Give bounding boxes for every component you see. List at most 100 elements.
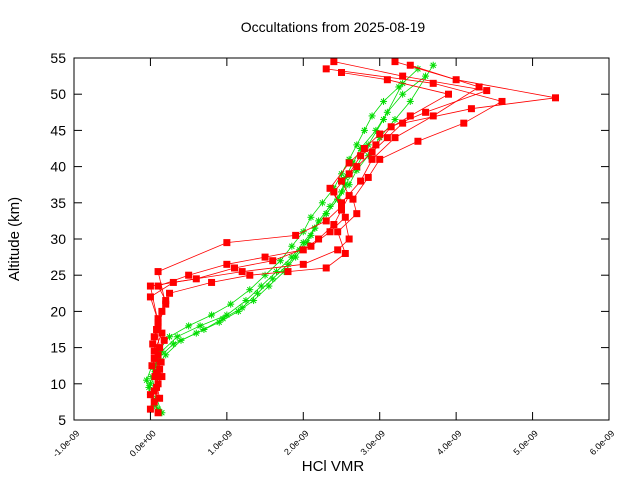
data-point [299, 239, 307, 247]
data-point [154, 268, 162, 276]
data-point [334, 228, 342, 236]
data-point [154, 322, 162, 330]
data-point [307, 213, 315, 221]
data-point [148, 362, 156, 370]
data-point [162, 297, 170, 305]
data-point [154, 315, 162, 323]
y-tick-label: 50 [50, 86, 66, 102]
data-point [238, 304, 246, 312]
data-point [318, 199, 326, 207]
data-point [146, 380, 154, 388]
data-point [257, 282, 265, 290]
data-point [330, 58, 338, 66]
data-point [265, 282, 273, 290]
data-point [315, 235, 323, 243]
data-point [467, 105, 475, 113]
y-tick-label: 20 [50, 303, 66, 319]
series-1 [146, 58, 559, 417]
data-point [166, 333, 174, 341]
data-point [162, 351, 170, 359]
data-point [299, 260, 307, 268]
data-point [311, 224, 319, 232]
data-point [391, 58, 399, 66]
y-axis-label: Altitude (km) [6, 197, 23, 281]
data-point [215, 318, 223, 326]
y-tick-label: 15 [50, 340, 66, 356]
data-point [345, 192, 353, 200]
data-point [246, 286, 254, 294]
data-point [231, 264, 238, 272]
chart-title: Occultations from 2025-08-19 [241, 19, 426, 35]
data-point [223, 260, 231, 268]
data-point [429, 79, 437, 87]
data-point [269, 257, 277, 265]
data-point [460, 119, 468, 127]
data-point [345, 235, 353, 243]
y-tick-label: 35 [50, 195, 66, 211]
data-point [146, 391, 154, 399]
data-point [150, 333, 158, 341]
data-point [406, 61, 414, 69]
data-point [376, 130, 384, 138]
data-point [284, 268, 292, 276]
data-point [162, 300, 170, 308]
data-point [158, 329, 166, 337]
data-point [158, 307, 166, 315]
y-tick-label: 30 [50, 231, 66, 247]
data-point [150, 387, 158, 395]
data-point [269, 275, 277, 283]
data-point [154, 409, 162, 417]
data-point [368, 148, 376, 156]
data-point [158, 373, 166, 381]
data-point [429, 112, 437, 120]
data-point [153, 383, 161, 391]
data-point [146, 282, 154, 290]
data-point [146, 293, 154, 301]
y-tick-label: 45 [50, 122, 66, 138]
x-tick-label: 2.0e-09 [282, 428, 311, 457]
data-point [399, 119, 407, 127]
data-point [322, 210, 330, 218]
data-point [208, 311, 216, 319]
x-tick-label: 1.0e-09 [206, 428, 235, 457]
data-point [150, 398, 158, 406]
data-point [345, 159, 353, 167]
data-point [341, 249, 349, 257]
data-point [368, 112, 376, 120]
x-tick-label: -1.0e-09 [51, 428, 82, 459]
data-point [322, 65, 330, 73]
data-point [445, 90, 452, 98]
data-point [160, 336, 168, 344]
series-line [151, 64, 434, 413]
data-point [380, 116, 388, 124]
data-point [150, 354, 158, 362]
data-point [149, 340, 157, 348]
data-point [153, 326, 161, 333]
y-tick-label: 25 [50, 267, 66, 283]
data-point [234, 307, 242, 315]
data-point [173, 333, 181, 341]
data-point [157, 358, 165, 366]
data-point [146, 405, 154, 413]
data-point [483, 87, 491, 95]
data-point [391, 134, 399, 142]
data-point [360, 126, 368, 134]
data-point [151, 373, 159, 381]
data-point [154, 380, 162, 388]
x-tick-label: 5.0e-09 [511, 428, 540, 457]
y-tick-label: 5 [58, 412, 66, 428]
data-point [253, 289, 261, 297]
data-point [326, 228, 334, 236]
data-point [383, 76, 391, 84]
data-point [341, 213, 349, 221]
data-point [156, 365, 164, 373]
y-tick-label: 55 [50, 50, 66, 66]
data-point [368, 155, 376, 163]
data-point [246, 271, 254, 279]
data-point [322, 264, 330, 272]
data-point [422, 108, 430, 116]
data-point [169, 340, 177, 348]
data-point [223, 311, 231, 319]
